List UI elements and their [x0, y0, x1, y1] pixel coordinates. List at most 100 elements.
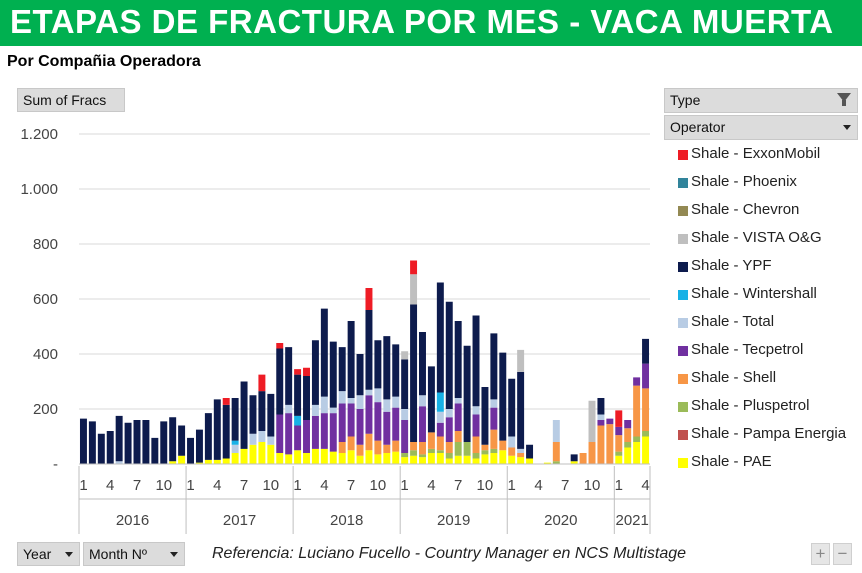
legend-item[interactable]: Shale - Tecpetrol	[664, 336, 862, 364]
legend-swatch	[678, 290, 688, 300]
legend-item[interactable]: Shale - Chevron	[664, 196, 862, 224]
bar-segment	[338, 403, 346, 442]
bar-segment	[213, 459, 221, 465]
legend-item[interactable]: Shale - PAE	[664, 448, 862, 476]
legend-item[interactable]: Shale - Pluspetrol	[664, 392, 862, 420]
legend-label: Shale - Wintershall	[691, 285, 817, 302]
legend-label: Shale - Pampa Energia	[691, 425, 847, 442]
bar-segment	[445, 458, 453, 464]
bar-segment	[329, 451, 337, 465]
bar-segment	[276, 414, 284, 453]
bar-segment	[472, 436, 480, 453]
bar-segment	[436, 411, 444, 423]
bar-segment	[231, 453, 239, 464]
bar-segment	[499, 440, 507, 451]
bar-segment	[508, 378, 516, 437]
bar-segment	[419, 442, 426, 455]
bar-segment	[642, 388, 650, 432]
bar-segment	[401, 457, 409, 465]
bar-segment	[365, 433, 373, 451]
bar-segment	[472, 458, 480, 464]
bar-segment	[365, 310, 373, 390]
bar-segment	[365, 395, 373, 434]
y-tick-label: 200	[33, 401, 58, 418]
bar-segment	[347, 403, 355, 437]
bar-segment	[124, 422, 132, 464]
bar-segment	[445, 409, 453, 418]
bar-segment	[294, 450, 302, 464]
legend-label: Shale - Pluspetrol	[691, 397, 810, 414]
bar-segment	[267, 393, 275, 437]
title-bar: ETAPAS DE FRACTURA POR MES - VACA MUERTA	[0, 0, 862, 46]
bar-segment	[472, 315, 480, 407]
bar-segment	[311, 404, 319, 416]
bar-segment	[508, 455, 516, 464]
legend-swatch	[678, 402, 688, 412]
bar-segment	[320, 308, 328, 397]
operator-filter-button[interactable]: Operator	[664, 115, 858, 140]
bar-segment	[472, 453, 480, 459]
legend-item[interactable]: Shale - Wintershall	[664, 280, 862, 308]
bar-segment	[365, 389, 373, 396]
bar-segment	[436, 392, 444, 412]
legend-swatch	[678, 234, 688, 244]
legend-swatch	[678, 206, 688, 216]
bar-segment	[365, 450, 373, 464]
bar-segment	[633, 436, 641, 442]
zoom-in-button[interactable]: +	[811, 543, 830, 565]
legend-item[interactable]: Shale - Phoenix	[664, 168, 862, 196]
zoom-out-button[interactable]: −	[833, 543, 852, 565]
legend-item[interactable]: Shale - Total	[664, 308, 862, 336]
bar-segment	[365, 288, 373, 310]
year-field-button[interactable]: Year	[17, 542, 80, 566]
legend-item[interactable]: Shale - VISTA O&G	[664, 224, 862, 252]
bar-segment	[311, 340, 319, 405]
bar-segment	[526, 458, 534, 464]
bar-segment	[410, 442, 418, 451]
bar-segment	[231, 440, 239, 445]
bar-segment	[285, 347, 293, 405]
y-tick-label: 1.200	[20, 126, 58, 143]
bar-segment	[258, 374, 266, 392]
bar-segment	[160, 421, 168, 465]
bar-segment	[276, 453, 284, 464]
bar-segment	[633, 442, 641, 464]
bar-segment	[401, 420, 409, 453]
bar-segment	[427, 432, 435, 449]
bar-segment	[642, 436, 650, 464]
bar-segment	[517, 457, 525, 465]
legend-item[interactable]: Shale - Shell	[664, 364, 862, 392]
chevron-down-icon	[65, 552, 73, 557]
legend: Shale - ExxonMobil Shale - Phoenix Shale -…	[664, 140, 862, 476]
legend-item[interactable]: Shale - Pampa Energia	[664, 420, 862, 448]
month-field-button[interactable]: Month Nº	[83, 542, 185, 566]
bar-segment	[517, 453, 525, 458]
bar-segment	[597, 398, 605, 415]
bar-segment	[490, 429, 498, 449]
bar-segment	[445, 453, 453, 459]
bar-segment	[303, 453, 310, 464]
legend-item[interactable]: Shale - ExxonMobil	[664, 140, 862, 168]
bar-segment	[410, 274, 418, 305]
bar-segment	[633, 377, 641, 386]
bar-segment	[454, 442, 462, 456]
bar-segment	[97, 433, 105, 464]
bar-segment	[285, 454, 293, 465]
type-filter-button[interactable]: Type	[664, 88, 858, 113]
year-label: 2017	[223, 512, 256, 529]
bar-segment	[151, 437, 159, 465]
bar-segment	[401, 351, 409, 360]
legend-swatch	[678, 150, 688, 160]
bar-segment	[374, 454, 382, 465]
bar-segment	[445, 301, 453, 409]
bar-segment	[374, 440, 382, 455]
bar-segment	[597, 414, 605, 420]
legend-item[interactable]: Shale - YPF	[664, 252, 862, 280]
x-tick-label: 4	[320, 477, 328, 494]
bar-segment	[588, 400, 596, 442]
value-field-button[interactable]: Sum of Fracs	[17, 88, 125, 112]
bar-segment	[347, 436, 355, 451]
bar-segment	[222, 458, 230, 464]
bar-segment	[552, 442, 560, 462]
bar-segment	[392, 407, 400, 441]
